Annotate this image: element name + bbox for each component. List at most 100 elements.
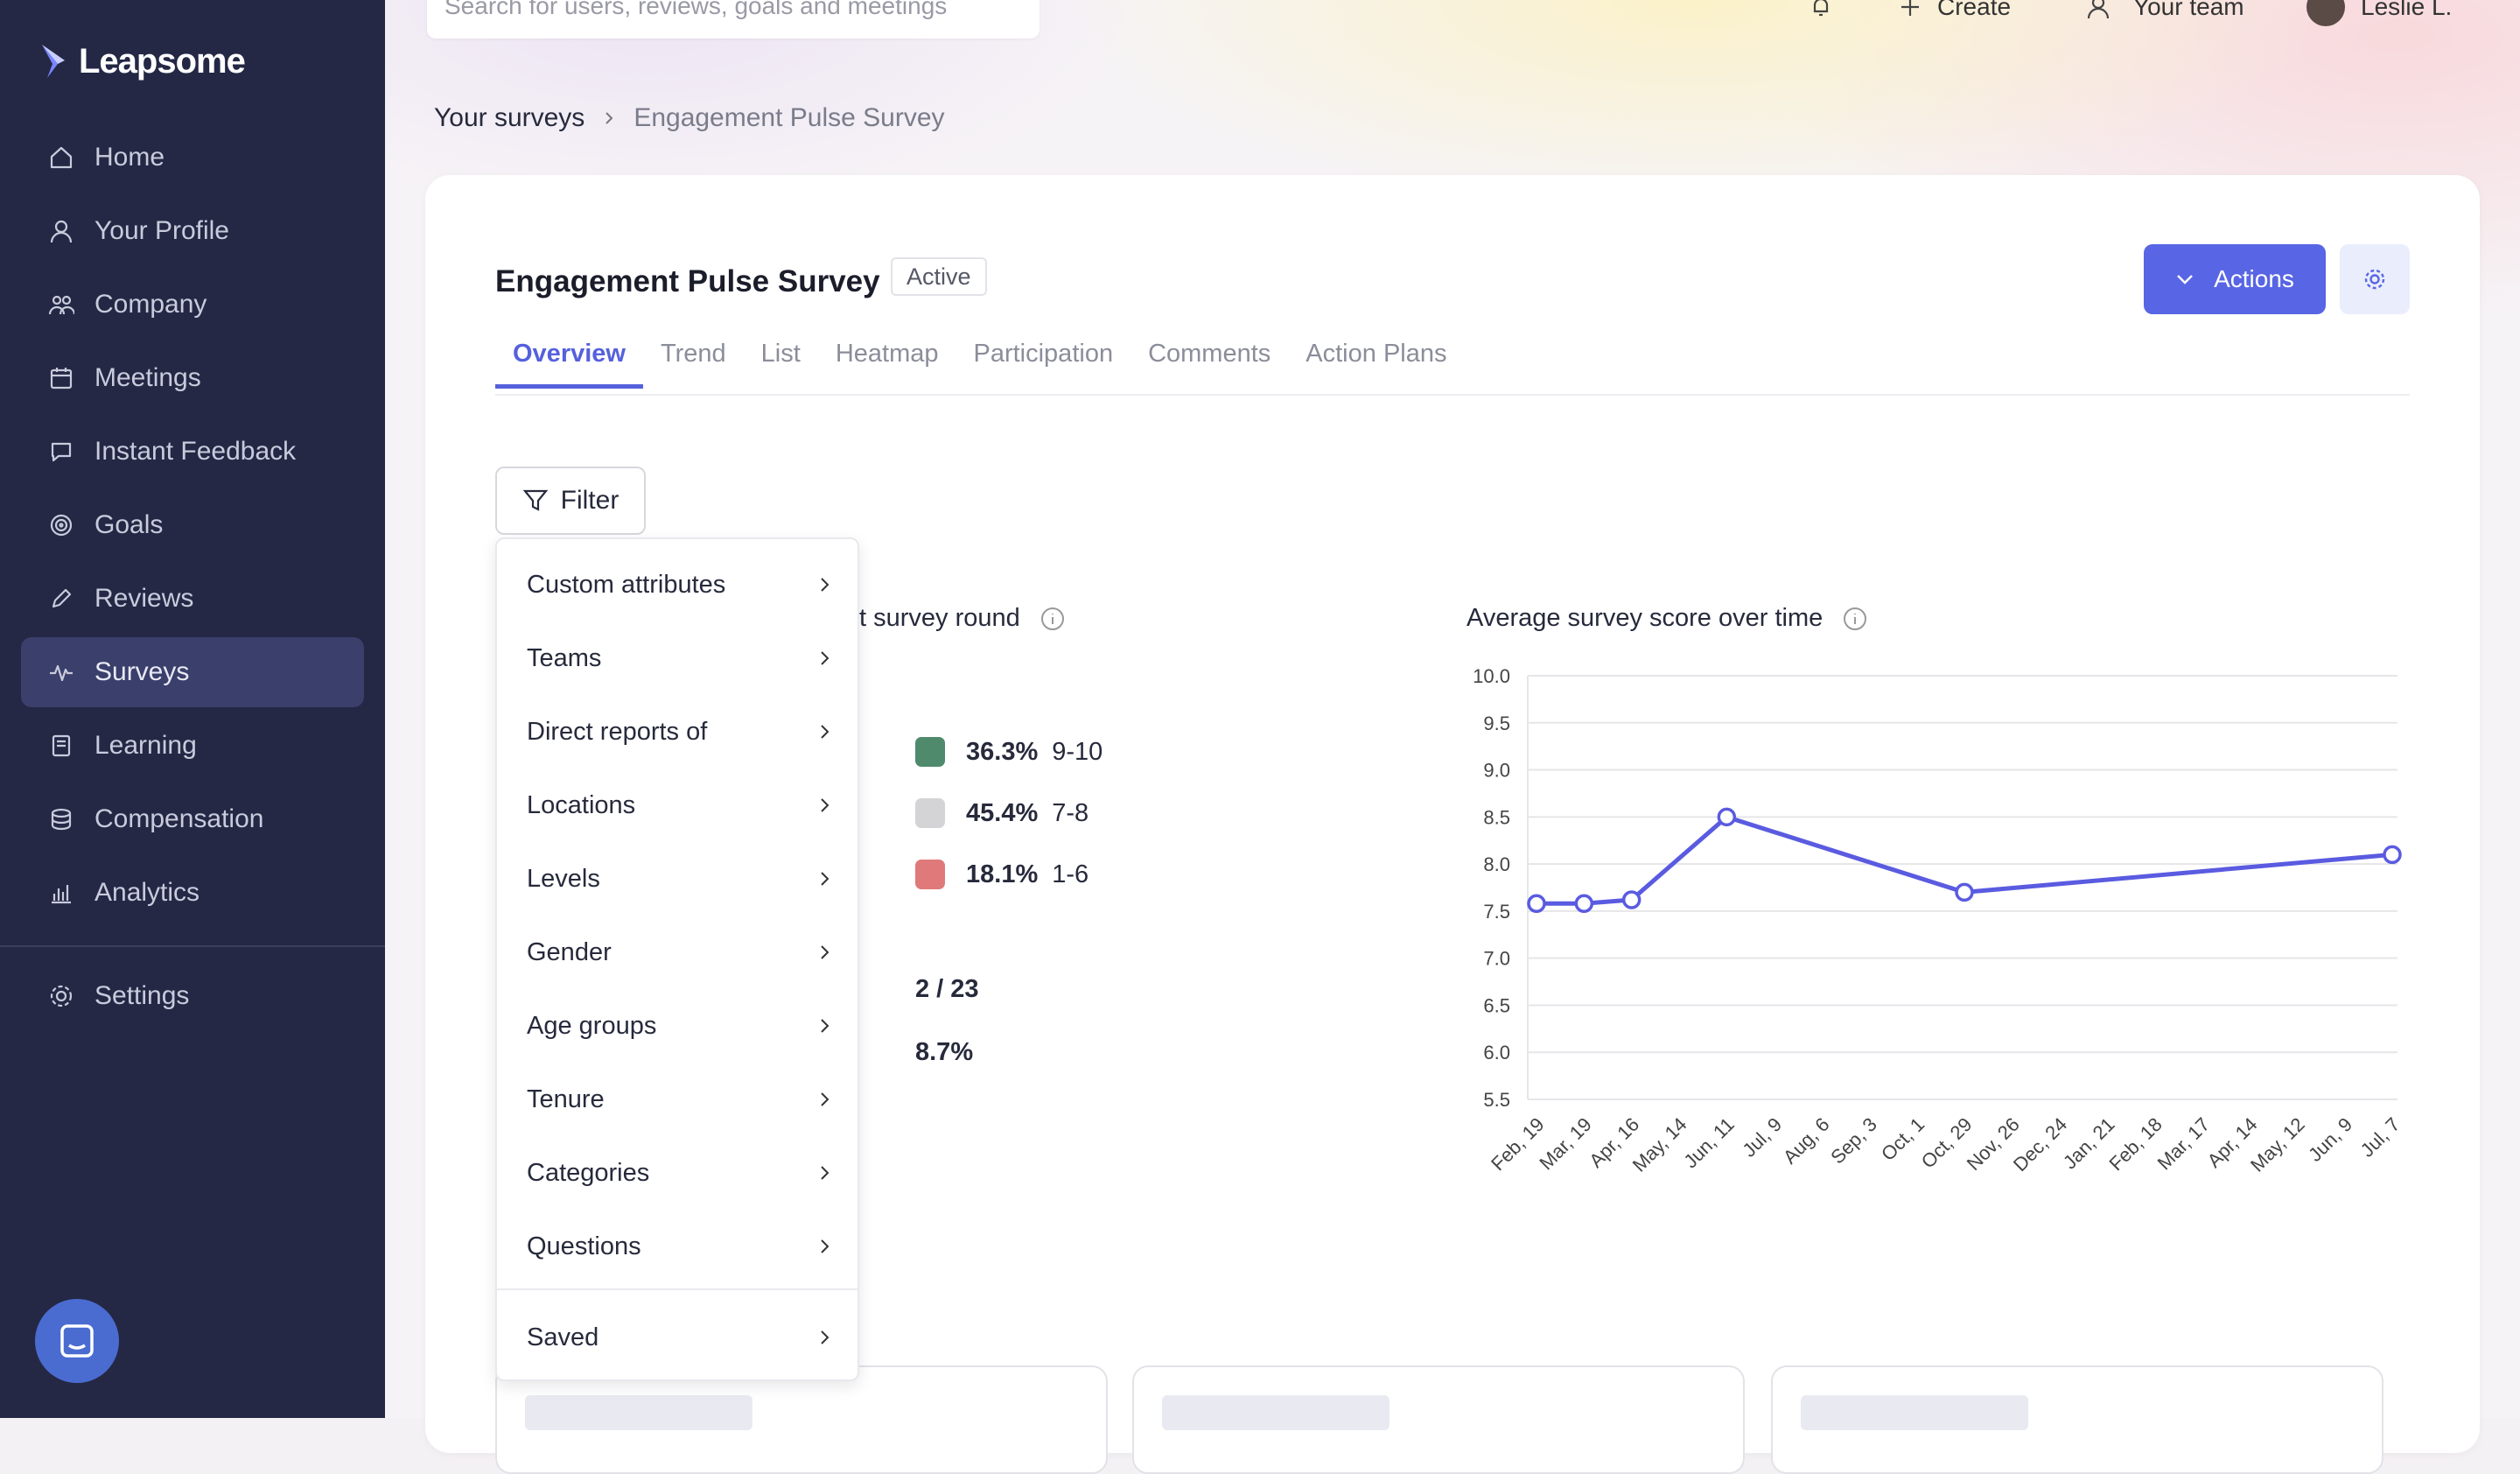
- create-label: Create: [1937, 0, 2012, 20]
- x-tick-label: May, 14: [1628, 1113, 1691, 1176]
- data-point[interactable]: [2383, 845, 2402, 865]
- filter-button[interactable]: Filter: [495, 467, 646, 535]
- data-point[interactable]: [1621, 890, 1642, 909]
- chevron-right-icon: [821, 1239, 830, 1253]
- sidebar-item-reviews[interactable]: Reviews: [21, 564, 364, 634]
- participation-count: 2 / 23: [915, 975, 979, 1003]
- coins-icon: [46, 804, 77, 835]
- filter-menu-item-tenure[interactable]: Tenure: [497, 1063, 858, 1136]
- chevron-right-icon: [821, 1166, 830, 1180]
- tab-trend[interactable]: Trend: [660, 340, 726, 368]
- y-tick-label: 6.0: [1483, 1042, 1510, 1063]
- menu-item-label: Tenure: [527, 1084, 605, 1113]
- sidebar-item-label: Instant Feedback: [94, 437, 297, 466]
- legend-range: 7-8: [1052, 798, 1089, 827]
- book-icon: [46, 730, 77, 762]
- filter-menu-item-questions[interactable]: Questions: [497, 1210, 858, 1283]
- leapsome-logo[interactable]: Leapsome: [38, 42, 246, 81]
- legend-range: 9-10: [1052, 737, 1103, 766]
- filter-menu-item-gender[interactable]: Gender: [497, 916, 858, 989]
- team-icon: [2087, 0, 2110, 19]
- sidebar-item-label: Settings: [94, 981, 190, 1010]
- filter-menu-item-levels[interactable]: Levels: [497, 842, 858, 916]
- sidebar-item-settings[interactable]: Settings: [21, 961, 364, 1031]
- category-pill: [525, 1395, 752, 1430]
- menu-item-label: Locations: [527, 790, 636, 819]
- your-team-button[interactable]: Your team: [2086, 0, 2244, 25]
- question-card[interactable]: [1771, 1365, 2384, 1474]
- create-button[interactable]: Create: [1899, 0, 2011, 25]
- question-card[interactable]: [495, 1365, 1108, 1474]
- tab-bar: Overview Trend List Heatmap Participation Com…: [495, 333, 1464, 396]
- chat-launcher-button[interactable]: [35, 1299, 119, 1383]
- filter-menu-item-custom-attributes[interactable]: Custom attributes: [497, 548, 858, 621]
- page-title: Engagement Pulse Survey: [495, 264, 880, 298]
- logo-text: Leapsome: [79, 42, 246, 81]
- plus-icon: [1901, 0, 1919, 16]
- sidebar-item-label: Your Profile: [94, 216, 229, 245]
- chevron-right-icon: [606, 112, 613, 124]
- sidebar-item-analytics[interactable]: Analytics: [21, 858, 364, 928]
- survey-settings-button[interactable]: [2340, 244, 2410, 314]
- info-icon[interactable]: [1040, 606, 1066, 632]
- y-tick-label: 10.0: [1473, 665, 1510, 687]
- pencil-icon: [46, 583, 77, 614]
- filter-menu-item-locations[interactable]: Locations: [497, 769, 858, 842]
- sidebar-item-compensation[interactable]: Compensation: [21, 784, 364, 854]
- data-point[interactable]: [1574, 894, 1594, 914]
- user-menu[interactable]: Leslie L.: [2306, 0, 2452, 26]
- filter-menu-item-saved[interactable]: Saved: [497, 1301, 858, 1374]
- filter-menu-item-teams[interactable]: Teams: [497, 621, 858, 695]
- menu-item-label: Custom attributes: [527, 570, 726, 599]
- breadcrumb-parent[interactable]: Your surveys: [434, 103, 585, 132]
- sidebar-divider: [0, 945, 385, 947]
- chevron-down-icon: [2177, 275, 2193, 284]
- menu-item-label: Categories: [527, 1158, 650, 1187]
- sidebar-item-label: Analytics: [94, 878, 200, 907]
- sidebar-item-label: Company: [94, 290, 207, 319]
- actions-label: Actions: [2214, 265, 2294, 292]
- legend-swatch: [915, 798, 945, 828]
- question-card[interactable]: [1132, 1365, 1745, 1474]
- search-placeholder: Search for users, reviews, goals and mee…: [444, 0, 948, 19]
- menu-item-label: Direct reports of: [527, 717, 708, 746]
- search-input[interactable]: Search for users, reviews, goals and mee…: [427, 0, 1040, 39]
- filter-menu-item-categories[interactable]: Categories: [497, 1136, 858, 1210]
- data-point[interactable]: [1717, 807, 1737, 827]
- tab-list[interactable]: List: [760, 340, 801, 368]
- chevron-right-icon: [821, 1019, 830, 1033]
- x-tick-label: Mar, 17: [2153, 1113, 2215, 1175]
- sidebar-item-instant-feedback[interactable]: Instant Feedback: [21, 417, 364, 487]
- chat-icon: [60, 1324, 94, 1358]
- tab-action-plans[interactable]: Action Plans: [1306, 340, 1447, 368]
- sidebar-item-your-profile[interactable]: Your Profile: [21, 196, 364, 266]
- sidebar-item-surveys[interactable]: Surveys: [21, 637, 364, 707]
- line-chart-title: Average survey score over time: [1466, 604, 1868, 633]
- chevron-right-icon: [821, 798, 830, 812]
- sidebar-item-home[interactable]: Home: [21, 123, 364, 193]
- calendar-icon: [46, 362, 77, 394]
- sidebar-item-company[interactable]: Company: [21, 270, 364, 340]
- tab-overview[interactable]: Overview: [495, 333, 643, 389]
- team-label: Your team: [2133, 0, 2244, 20]
- filter-menu-item-direct-reports-of[interactable]: Direct reports of: [497, 695, 858, 769]
- tab-comments[interactable]: Comments: [1148, 340, 1271, 368]
- info-icon[interactable]: [1842, 606, 1868, 632]
- data-point[interactable]: [1527, 894, 1546, 914]
- actions-button[interactable]: Actions: [2144, 244, 2326, 314]
- x-tick-label: Jun, 11: [1679, 1113, 1739, 1173]
- tab-heatmap[interactable]: Heatmap: [835, 340, 939, 368]
- participation-rate: 8.7%: [915, 1038, 974, 1066]
- breadcrumb: Your surveys Engagement Pulse Survey: [434, 103, 945, 133]
- filter-menu-item-age-groups[interactable]: Age groups: [497, 989, 858, 1063]
- data-point[interactable]: [1955, 882, 1974, 902]
- menu-item-label: Questions: [527, 1232, 641, 1260]
- sidebar-item-learning[interactable]: Learning: [21, 711, 364, 781]
- sidebar-item-meetings[interactable]: Meetings: [21, 343, 364, 413]
- notifications-button[interactable]: [1808, 0, 1834, 25]
- menu-item-label: Levels: [527, 864, 600, 893]
- sidebar-item-goals[interactable]: Goals: [21, 490, 364, 560]
- tab-participation[interactable]: Participation: [973, 340, 1114, 368]
- legend-item: 45.4% 7-8: [915, 798, 1088, 828]
